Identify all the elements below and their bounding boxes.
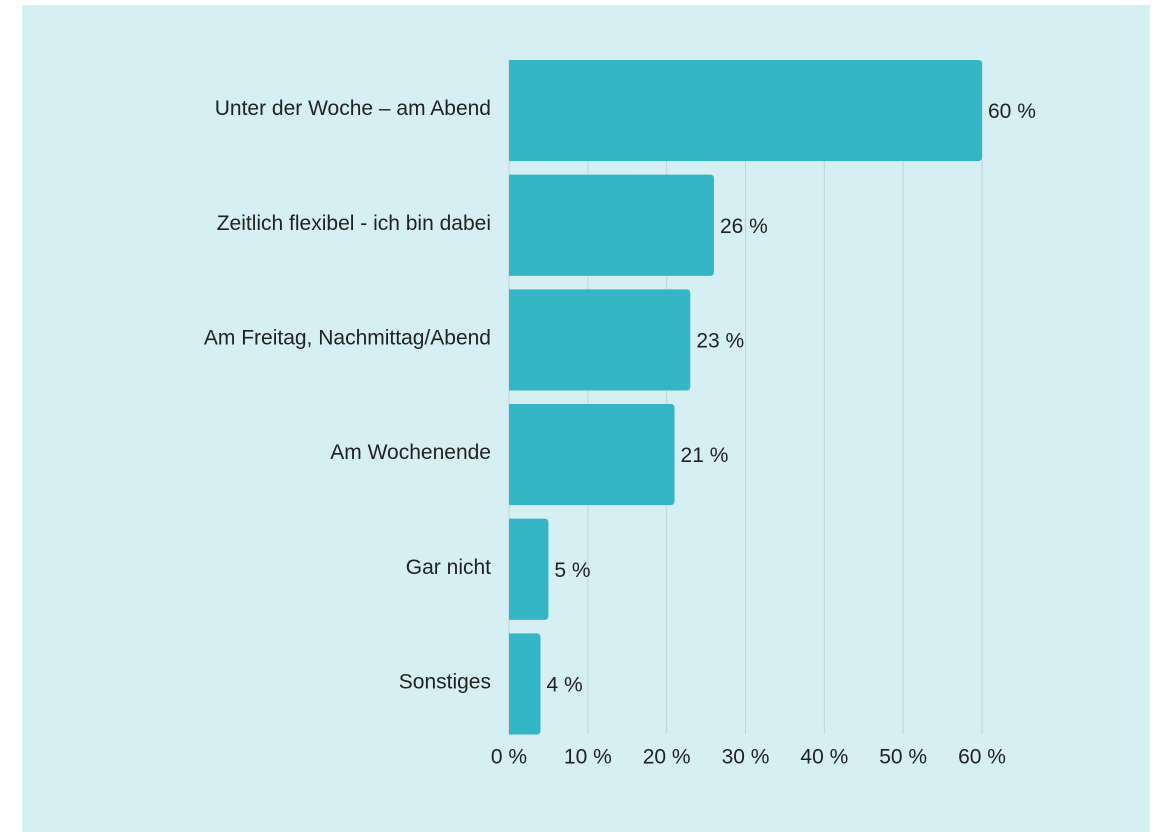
value-label: 21 % xyxy=(681,444,729,467)
y-tick-label: Unter der Woche – am Abend xyxy=(215,97,491,120)
x-tick-label: 0 % xyxy=(491,746,527,769)
bar xyxy=(509,174,714,276)
x-tick-label: 50 % xyxy=(879,746,927,769)
bar xyxy=(509,518,549,620)
value-label: 60 % xyxy=(988,100,1036,123)
y-tick-label: Am Wochenende xyxy=(330,441,491,464)
value-label: 26 % xyxy=(720,215,768,238)
y-tick-label: Am Freitag, Nachmittag/Abend xyxy=(204,326,491,349)
x-tick-label: 60 % xyxy=(958,746,1006,769)
bar xyxy=(509,633,541,735)
bar xyxy=(509,289,691,391)
y-tick-label: Sonstiges xyxy=(399,670,491,693)
x-tick-label: 20 % xyxy=(643,746,691,769)
value-label: 5 % xyxy=(554,559,590,582)
y-tick-label: Zeitlich flexibel - ich bin dabei xyxy=(217,212,491,235)
bar xyxy=(509,60,982,162)
x-tick-label: 40 % xyxy=(800,746,848,769)
x-tick-label: 10 % xyxy=(564,746,612,769)
value-label: 23 % xyxy=(696,329,744,352)
x-tick-label: 30 % xyxy=(722,746,770,769)
value-label: 4 % xyxy=(547,673,583,696)
bar xyxy=(509,404,675,506)
y-tick-label: Gar nicht xyxy=(406,556,491,579)
